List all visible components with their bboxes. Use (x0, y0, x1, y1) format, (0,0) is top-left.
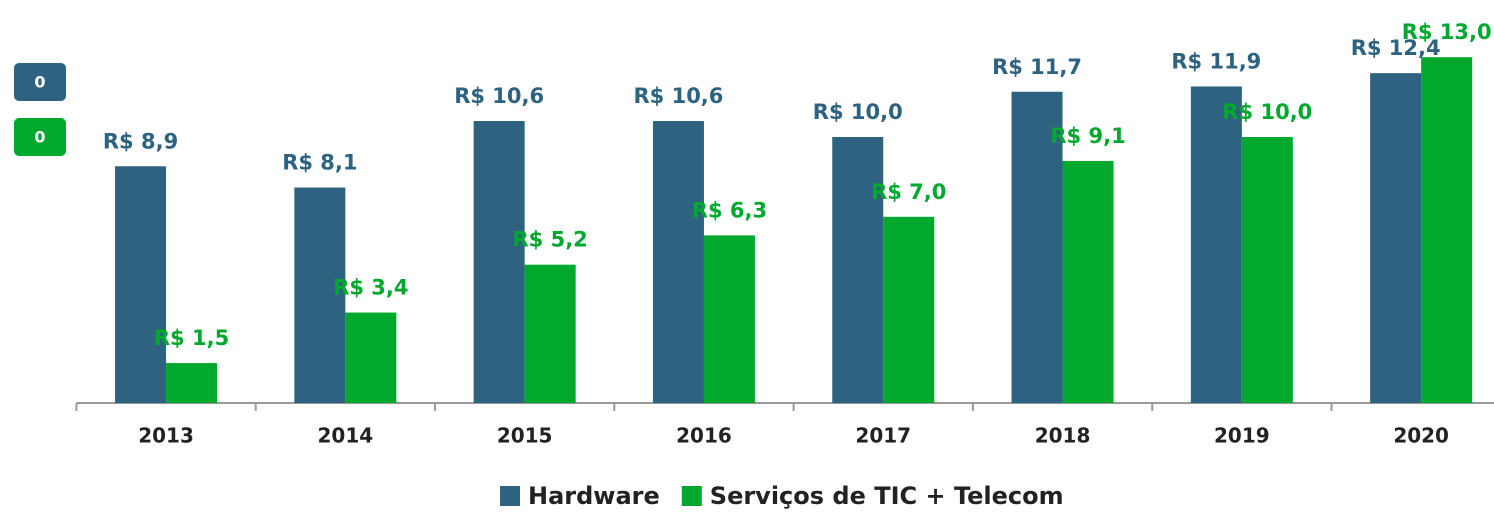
bar (652, 121, 704, 403)
value-label: R$ 13,0 (1402, 20, 1492, 44)
bar (473, 121, 525, 403)
bar (883, 216, 935, 403)
value-label: R$ 10,6 (633, 84, 723, 108)
bar (524, 264, 576, 403)
legend-label: Serviços de TIC + Telecom (710, 482, 1064, 510)
x-tick-label: 2014 (318, 424, 374, 448)
badge-label: 0 (34, 73, 45, 92)
badge-label: 0 (34, 128, 45, 147)
bar (1062, 160, 1114, 403)
bar (1421, 57, 1473, 403)
bar (1241, 137, 1293, 403)
value-label: R$ 6,3 (692, 198, 767, 222)
value-label: R$ 3,4 (333, 276, 408, 300)
legend-label: Hardware (528, 482, 660, 510)
bar (1190, 86, 1242, 404)
legend-swatch (500, 486, 520, 506)
value-label: R$ 1,5 (154, 326, 229, 350)
value-label: R$ 11,7 (992, 55, 1082, 79)
value-label: R$ 7,0 (871, 180, 946, 204)
bar (1370, 73, 1422, 403)
value-label: R$ 9,1 (1050, 124, 1125, 148)
value-label: R$ 8,1 (282, 151, 357, 175)
badge (14, 118, 66, 156)
x-tick-label: 2013 (138, 424, 194, 448)
value-label: R$ 8,9 (103, 129, 178, 153)
x-tick-label: 2020 (1393, 424, 1449, 448)
x-tick-label: 2016 (676, 424, 732, 448)
value-label: R$ 12,4 (1351, 36, 1441, 60)
bar (115, 166, 167, 403)
x-tick-label: 2018 (1035, 424, 1091, 448)
value-label: R$ 10,0 (813, 100, 903, 124)
bar (294, 187, 346, 403)
bar (832, 137, 884, 403)
x-tick-label: 2019 (1214, 424, 1270, 448)
x-tick-label: 2015 (497, 424, 553, 448)
bar (166, 363, 218, 403)
legend-swatch (681, 486, 702, 506)
value-label: R$ 11,9 (1171, 49, 1261, 73)
bar (703, 235, 755, 403)
value-label: R$ 10,6 (454, 84, 544, 108)
bar (345, 312, 397, 403)
value-label: R$ 10,0 (1222, 100, 1312, 124)
bar (1011, 91, 1063, 403)
x-tick-label: 2017 (855, 424, 911, 448)
badge (14, 63, 66, 101)
value-label: R$ 5,2 (513, 228, 588, 252)
